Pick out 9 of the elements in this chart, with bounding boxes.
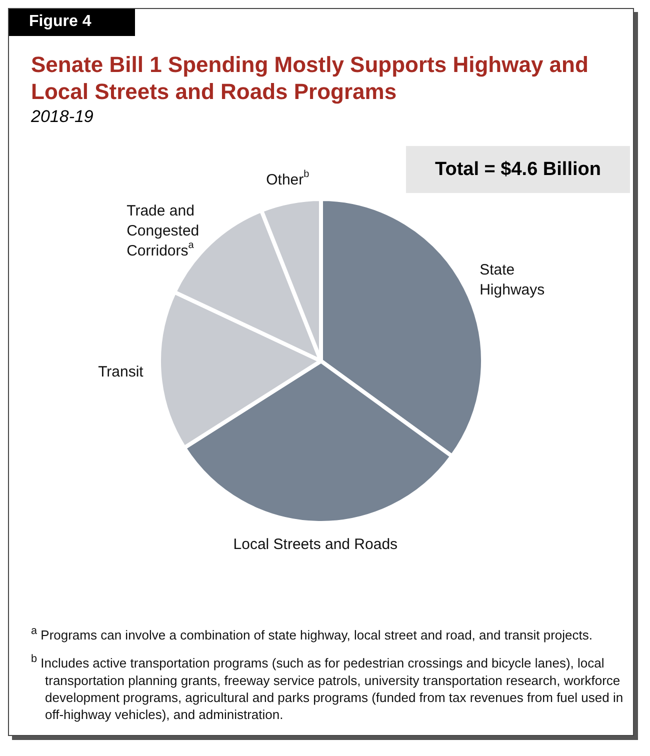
- slice-label: State Highways: [480, 261, 545, 298]
- text: $^{b}$ Includes active transportation programs (such as for pedestrian crossings and bicycle lanes), local transportation planning grants, freeway service patrols, university transportation research, workforce development programs, agricultural and parks programs (funded from tax revenues from fuel used in off-highway vehicles), and administration.: [31, 652, 624, 723]
- chart-title: Senate Bill 1 Spending Mostly Supports Highway and Local Streets and Roads Programs: [31, 51, 590, 105]
- chart-subtitle: 2018-19: [31, 107, 94, 127]
- text: Total = $4.6 Billion: [406, 146, 630, 193]
- slice-label: Local Streets and Roads: [233, 536, 398, 554]
- text: $^{a}$ Programs can involve a combination of state highway, local street and road, and transit projects.: [31, 624, 594, 644]
- caption: Figure 4: [9, 9, 135, 36]
- slice-label: Transit: [98, 363, 144, 380]
